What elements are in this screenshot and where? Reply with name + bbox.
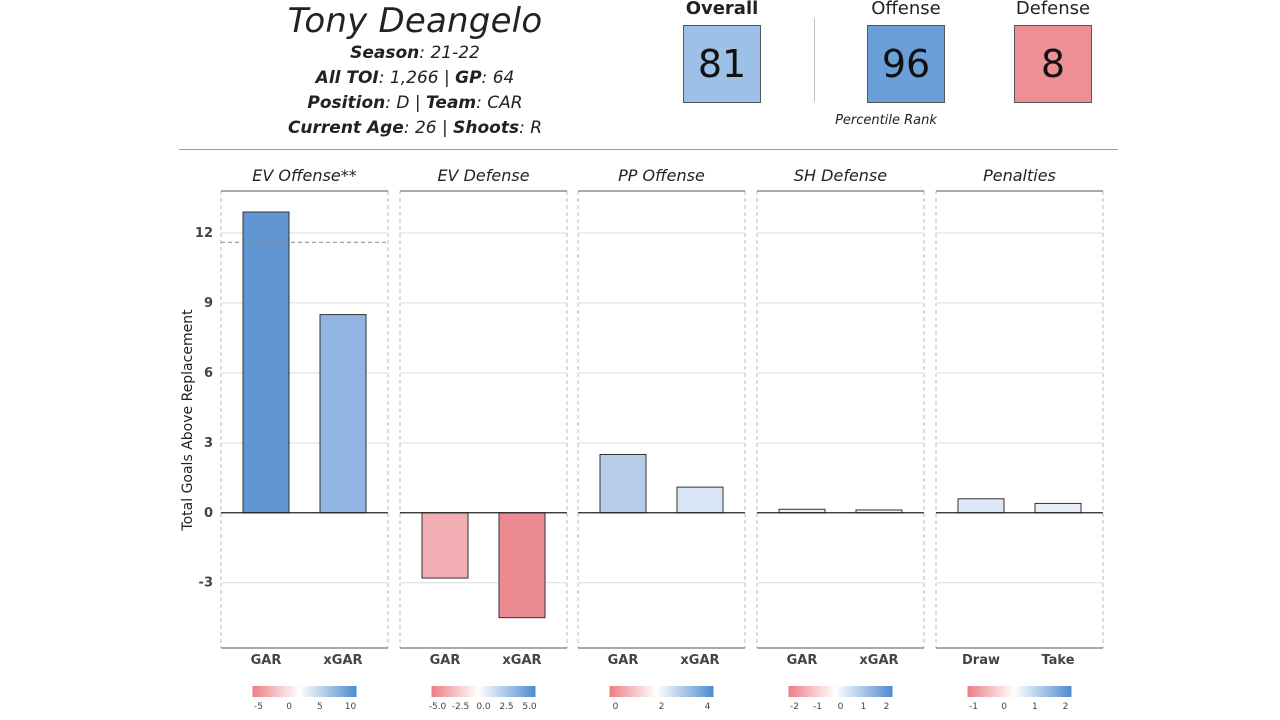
y-tick-label: 3 <box>204 436 213 451</box>
bar <box>676 486 724 514</box>
color-legend-tick: 4 <box>705 702 711 712</box>
x-tick-label: GAR <box>787 653 818 668</box>
toi-gp-line: All TOI: 1,266 | GP: 64 <box>315 68 515 88</box>
color-legend-tick: 0 <box>286 702 292 712</box>
color-legend-tick: -2.5 <box>452 702 470 712</box>
facet-title: Penalties <box>983 166 1056 185</box>
defense-label: Defense <box>1015 0 1091 19</box>
x-tick-label: GAR <box>251 653 282 668</box>
x-tick-label: xGAR <box>859 653 898 668</box>
color-legend-tick: 2 <box>884 702 890 712</box>
bar <box>498 512 546 619</box>
header-divider <box>179 149 1118 150</box>
season-line: Season: 21-22 <box>350 43 480 63</box>
team-label: Team <box>426 93 477 113</box>
gp-label: GP <box>455 68 482 88</box>
facet-title: PP Offense <box>618 166 705 185</box>
color-legend-tick: -5 <box>254 702 263 712</box>
color-legend-tick: 2 <box>1063 702 1069 712</box>
position-label: Position <box>307 93 386 113</box>
bar <box>1034 502 1082 514</box>
season-value: 21-22 <box>430 43 480 63</box>
overall-tile: 81 <box>683 25 761 103</box>
x-tick-label: xGAR <box>502 653 541 668</box>
percentile-rank-caption: Percentile Rank <box>835 113 937 128</box>
y-tick-label: 12 <box>195 226 213 241</box>
defense-tile-group: Defense 8 <box>1003 0 1103 103</box>
color-legend-tick: 2.5 <box>499 702 513 712</box>
color-legend-bar <box>788 686 893 697</box>
color-legend-tick: 1 <box>861 702 867 712</box>
bar <box>599 453 647 514</box>
player-info: Tony Deangelo Season: 21-22 All TOI: 1,2… <box>230 0 600 141</box>
color-legend-bar <box>967 686 1072 697</box>
defense-tile: 8 <box>1014 25 1092 103</box>
color-legend-tick: 5.0 <box>522 702 537 712</box>
x-tick-label: Draw <box>962 653 1000 668</box>
shoots-value: R <box>530 118 543 138</box>
toi-label: All TOI <box>315 68 379 88</box>
offense-tile: 96 <box>867 25 945 103</box>
bar <box>242 211 290 514</box>
shoots-label: Shoots <box>453 118 520 138</box>
color-legend-tick: 0 <box>838 702 844 712</box>
x-tick-label: GAR <box>430 653 461 668</box>
color-legend-tick: 1 <box>1032 702 1038 712</box>
overall-label: Overall <box>685 0 759 19</box>
position-team-line: Position: D | Team: CAR <box>307 93 523 113</box>
bar <box>319 314 367 514</box>
y-tick-label: 9 <box>204 296 213 311</box>
team-value: CAR <box>487 93 523 113</box>
age-value: 26 <box>414 118 437 138</box>
facet-title: SH Defense <box>794 166 887 185</box>
y-tick-label: 6 <box>204 366 213 381</box>
position-value: D <box>396 93 410 113</box>
bar <box>421 512 469 579</box>
color-legend-tick: -1 <box>813 702 822 712</box>
player-name: Tony Deangelo <box>287 1 543 41</box>
toi-value: 1,266 <box>389 68 439 88</box>
offense-tile-group: Offense 96 <box>856 0 956 103</box>
color-legend-bar <box>609 686 714 697</box>
color-legend-tick: 0.0 <box>476 702 491 712</box>
color-legend-tick: 2 <box>659 702 665 712</box>
color-legend-tick: -1 <box>969 702 978 712</box>
gp-value: 64 <box>492 68 515 88</box>
facet-title: EV Offense** <box>252 166 356 185</box>
facet-title: EV Defense <box>437 166 529 185</box>
overall-tile-group: Overall 81 <box>672 0 772 103</box>
x-tick-label: xGAR <box>680 653 719 668</box>
color-legend-tick: 10 <box>345 702 357 712</box>
bar <box>957 498 1005 514</box>
color-legend-tick: 5 <box>317 702 323 712</box>
color-legend-bar <box>252 686 357 697</box>
x-tick-label: Take <box>1041 653 1074 668</box>
color-legend-tick: 0 <box>1001 702 1007 712</box>
offense-label: Offense <box>871 0 941 19</box>
y-tick-label: 0 <box>204 506 213 521</box>
color-legend-tick: 0 <box>613 702 619 712</box>
age-shoots-line: Current Age: 26 | Shoots: R <box>287 118 543 138</box>
x-tick-label: xGAR <box>323 653 362 668</box>
y-axis-label: Total Goals Above Replacement <box>180 309 196 532</box>
x-tick-label: GAR <box>608 653 639 668</box>
y-tick-label: -3 <box>199 576 213 591</box>
age-label: Current Age <box>287 118 404 138</box>
color-legend-bar <box>431 686 536 697</box>
tile-divider <box>814 18 815 102</box>
color-legend-tick: -2 <box>790 702 799 712</box>
color-legend-tick: -5.0 <box>429 702 447 712</box>
season-label: Season <box>350 43 420 63</box>
